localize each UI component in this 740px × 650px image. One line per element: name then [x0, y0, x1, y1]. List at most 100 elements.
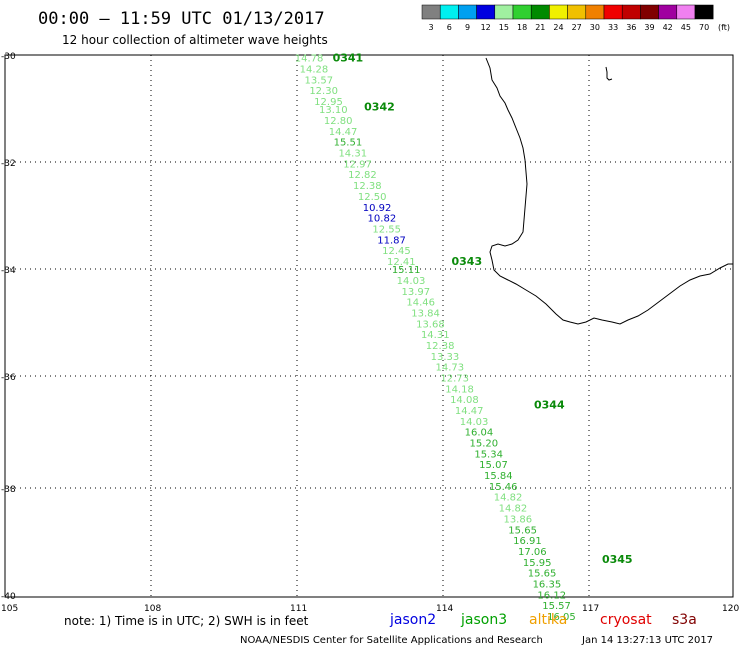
- swh-value: 12.55: [372, 224, 401, 235]
- lat-label: -38: [1, 485, 16, 495]
- swh-value: 17.06: [518, 547, 547, 558]
- pass-labels: 0341 0342 0343 0344 0345: [333, 52, 633, 566]
- swh-value: 14.73: [436, 363, 465, 374]
- footer-note: note: 1) Time is in UTC; 2) SWH is in fe…: [64, 614, 309, 628]
- swh-value: 14.03: [460, 417, 489, 428]
- legend-jason2: jason2: [389, 612, 436, 628]
- swh-value: 14.08: [450, 395, 479, 406]
- swh-value: 14.78: [295, 54, 324, 65]
- swh-value: 15.65: [508, 525, 537, 536]
- swh-value: 15.65: [528, 569, 557, 580]
- swh-value: 16.04: [465, 428, 494, 439]
- legend-unit: (ft): [718, 23, 730, 32]
- lon-label: 117: [582, 604, 599, 614]
- lat-label: -32: [1, 159, 16, 169]
- pass-label: 0342: [364, 100, 395, 113]
- swh-value: 13.68: [416, 319, 445, 330]
- lat-label: -30: [1, 52, 16, 62]
- coastline: [485, 57, 733, 325]
- swh-value: 12.95: [314, 97, 343, 108]
- pass-label: 0343: [452, 255, 483, 268]
- swh-value: 12.38: [426, 341, 455, 352]
- swh-value: 11.87: [377, 235, 406, 246]
- legend-value-label: 30: [590, 23, 600, 32]
- legend-swatch: [421, 4, 441, 20]
- swh-value: 12.73: [440, 373, 469, 384]
- legend-swatch: [476, 4, 496, 20]
- swh-value: 15.11: [392, 265, 421, 276]
- lat-label: -34: [1, 266, 16, 276]
- swh-value: 12.38: [353, 181, 382, 192]
- swh-value: 14.47: [329, 127, 358, 138]
- swh-value: 15.46: [489, 482, 518, 493]
- legend-value-label: 6: [447, 23, 452, 32]
- legend-cryosat: cryosat: [600, 612, 652, 628]
- swh-value: 15.34: [474, 449, 503, 460]
- legend-swatch: [549, 4, 568, 20]
- lon-label: 120: [722, 604, 739, 614]
- legend-swatch: [585, 4, 605, 20]
- swh-value: 16.91: [513, 536, 542, 547]
- lon-label: 108: [144, 604, 161, 614]
- legend-value-label: 15: [499, 23, 509, 32]
- legend-value-label: 36: [626, 23, 636, 32]
- lon-label: 105: [1, 604, 18, 614]
- swh-value: 12.30: [309, 86, 338, 97]
- legend-swatch: [621, 4, 641, 20]
- swh-value: 14.18: [445, 384, 474, 395]
- pass-label: 0344: [534, 399, 565, 412]
- graticule: [5, 55, 733, 597]
- swh-value: 14.28: [300, 65, 329, 76]
- footer-credit: NOAA/NESDIS Center for Satellite Applica…: [240, 635, 543, 646]
- swh-value: 13.86: [503, 514, 532, 525]
- swh-value: 15.51: [334, 138, 363, 149]
- swh-value: 13.97: [402, 287, 431, 298]
- swh-value: 14.31: [338, 149, 367, 160]
- color-legend: 3 6 9 12 15 18 21 24 27 30 33 36 39 42 45 70: [421, 4, 714, 32]
- swh-value: 14.47: [455, 406, 484, 417]
- swh-value: 12.45: [382, 246, 411, 257]
- swh-value: 15.95: [523, 558, 552, 569]
- legend-swatch: [494, 4, 514, 20]
- pass-label: 0345: [602, 553, 633, 566]
- swh-value: 15.84: [484, 471, 513, 482]
- legend-value-label: 18: [517, 23, 527, 32]
- legend-swatch: [640, 4, 659, 20]
- swh-value: 13.84: [411, 308, 440, 319]
- lat-label: -40: [1, 592, 16, 602]
- legend-value-label: 42: [663, 23, 673, 32]
- swh-value: 12.97: [343, 159, 372, 170]
- swh-value: 10.92: [363, 203, 392, 214]
- legend-swatch: [603, 4, 623, 20]
- legend-value-label: 12: [481, 23, 491, 32]
- legend-value-label: 70: [699, 23, 709, 32]
- legend-swatch: [567, 4, 587, 20]
- swh-value: 16.05: [547, 612, 576, 623]
- legend-value-label: 21: [535, 23, 545, 32]
- legend-swatch: [530, 4, 550, 20]
- legend-value-label: 27: [572, 23, 582, 32]
- swh-value: 12.50: [358, 192, 387, 203]
- pass-label: 0341: [333, 52, 364, 65]
- swh-value: 14.03: [397, 276, 426, 287]
- legend-value-label: 9: [465, 23, 470, 32]
- swh-value: 10.82: [368, 214, 397, 225]
- legend-swatch: [694, 4, 714, 20]
- swh-value: 15.20: [469, 439, 498, 450]
- swh-value: 14.46: [406, 298, 435, 309]
- legend-value-label: 39: [644, 23, 654, 32]
- legend-altika: altika: [529, 612, 567, 628]
- swh-value: 12.80: [324, 116, 353, 127]
- lon-label: 111: [290, 604, 307, 614]
- lat-label: -36: [1, 373, 16, 383]
- legend-swatch: [512, 4, 532, 20]
- swh-value: 15.07: [479, 460, 508, 471]
- legend-value-label: 24: [553, 23, 563, 32]
- page-title: 00:00 — 11:59 UTC 01/13/2017: [38, 9, 325, 29]
- legend-value-label: 45: [681, 23, 691, 32]
- swh-value: 16.12: [537, 590, 566, 601]
- swh-value: 13.57: [304, 75, 333, 86]
- footer-timestamp: Jan 14 13:27:13 UTC 2017: [581, 635, 713, 646]
- swh-value: 12.82: [348, 170, 377, 181]
